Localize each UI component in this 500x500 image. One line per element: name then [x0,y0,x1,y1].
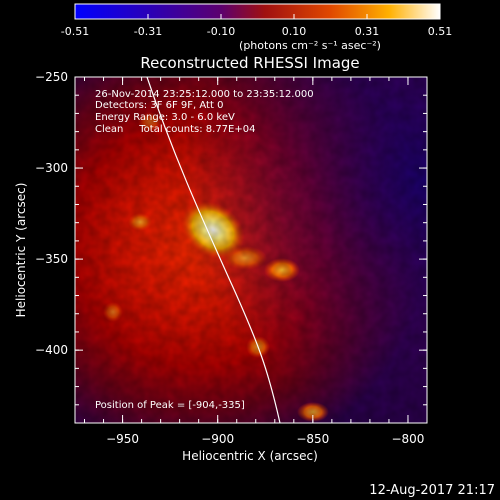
info-detectors: Detectors: 3F 6F 9F, Att 0 [95,100,223,111]
colorbar-tick-label: -0.31 [134,25,162,38]
plot-title: Reconstructed RHESSI Image [140,54,359,72]
axis-ticks [75,76,428,424]
y-tick-label: −400 [35,343,68,357]
peak-position-label: Position of Peak = [-904,-335] [95,400,245,411]
colorbar-tick-label: 0.10 [282,25,307,38]
colorbar [74,3,441,20]
footer-timestamp: 12-Aug-2017 21:17 [369,483,495,498]
x-tick-labels: −950 −900 −850 −800 [106,432,424,446]
y-tick-label: −350 [35,252,68,266]
x-tick-label: −950 [106,432,139,446]
rhessi-image [75,77,427,423]
y-tick-label: −300 [35,161,68,175]
x-tick-label: −850 [296,432,329,446]
colorbar-tick-label: -0.51 [61,25,89,38]
colorbar-tick-labels: -0.51 -0.31 -0.10 0.10 0.31 0.51 [61,25,452,38]
colorbar-tick-label: 0.51 [428,25,453,38]
colorbar-units-label: (photons cm⁻² s⁻¹ asec⁻²) [239,39,381,52]
plot-frame [74,76,428,424]
y-tick-label: −250 [35,70,68,84]
x-axis-label: Heliocentric X (arcsec) [182,449,318,463]
solar-limb-line [146,77,281,423]
colorbar-tick-label: 0.31 [355,25,380,38]
colorbar-tick-label: -0.10 [207,25,235,38]
info-energy-range: Energy Range: 3.0 - 6.0 keV [95,112,235,123]
y-axis-label: Heliocentric Y (arcsec) [14,183,28,318]
colorbar-ticks [74,14,441,19]
x-tick-label: −800 [391,432,424,446]
info-time-range: 26-Nov-2014 23:25:12.000 to 23:35:12.000 [95,89,314,100]
x-tick-label: −900 [201,432,234,446]
image-texture [75,77,427,423]
info-clean-total-counts: Clean Total counts: 8.77E+04 [95,124,255,135]
y-tick-labels: −250 −300 −350 −400 [35,70,68,357]
